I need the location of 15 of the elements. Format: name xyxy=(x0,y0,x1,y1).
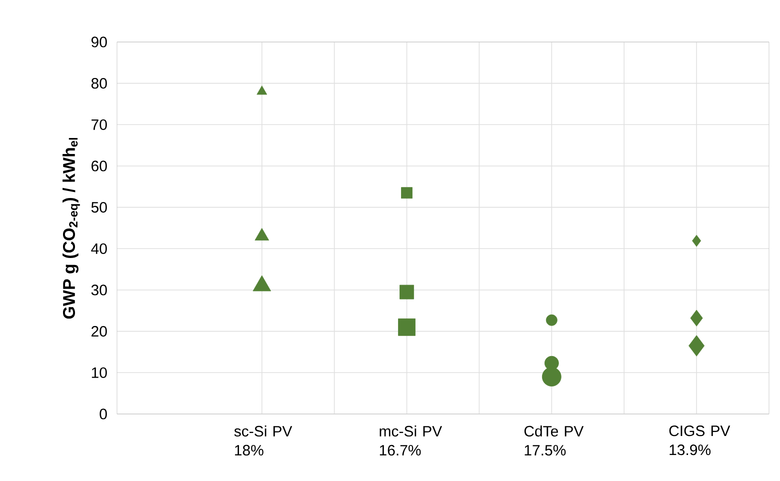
x-tick-label: CdTe PV 17.5% xyxy=(524,426,584,456)
y-axis-title: GWP g (CO$_{2-eq}$) / kWh$_{el}$ xyxy=(62,138,80,319)
y-tick-label: 80 xyxy=(91,78,107,89)
x-tick-label: sc-Si PV 18% xyxy=(234,426,292,456)
y-tick-label: 30 xyxy=(91,284,107,296)
x-tick-label: CIGS PV 13.9% xyxy=(669,426,730,456)
y-tick-label: 40 xyxy=(91,243,107,254)
y-tick-label: 0 xyxy=(100,408,107,420)
y-tick-label: 70 xyxy=(92,119,107,130)
y-tick-label: 10 xyxy=(92,367,107,378)
y-tick-label: 20 xyxy=(92,326,107,337)
y-tick-label: 60 xyxy=(92,160,107,172)
y-tick-label: 50 xyxy=(91,202,107,213)
y-tick-label: 90 xyxy=(91,36,107,48)
x-tick-label: mc-Si PV 16.7% xyxy=(380,426,442,456)
